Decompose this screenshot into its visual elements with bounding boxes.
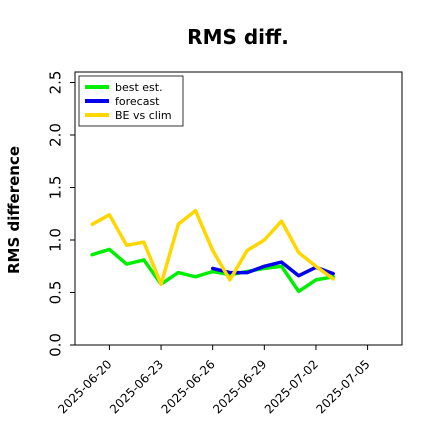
plot-frame xyxy=(74,71,403,346)
x-tick-label: 2025-07-02 xyxy=(262,357,321,416)
x-tick-label: 2025-06-26 xyxy=(159,357,218,416)
y-tick-label: 0.0 xyxy=(46,333,64,357)
legend-label: forecast xyxy=(115,95,160,108)
y-tick-label: 1.5 xyxy=(46,176,64,200)
series-line-best-est- xyxy=(90,247,335,294)
x-tick-label: 2025-07-05 xyxy=(313,357,372,416)
y-tick-label: 0.5 xyxy=(46,281,64,305)
legend-label: best est. xyxy=(115,81,163,94)
y-axis-label: RMS difference xyxy=(5,146,23,274)
plot-area: 0.00.51.01.52.02.52025-06-202025-06-2320… xyxy=(46,71,403,416)
x-tick-label: 2025-06-29 xyxy=(210,357,269,416)
y-tick-label: 1.0 xyxy=(46,228,64,252)
x-tick-label: 2025-06-23 xyxy=(107,357,166,416)
y-tick-label: 2.0 xyxy=(46,123,64,147)
x-tick-label: 2025-06-20 xyxy=(55,357,114,416)
y-tick-label: 2.5 xyxy=(46,71,64,95)
series-line-be-vs-clim xyxy=(90,208,335,286)
legend-label: BE vs clim xyxy=(115,109,172,122)
chart-title: RMS diff. xyxy=(187,25,289,49)
